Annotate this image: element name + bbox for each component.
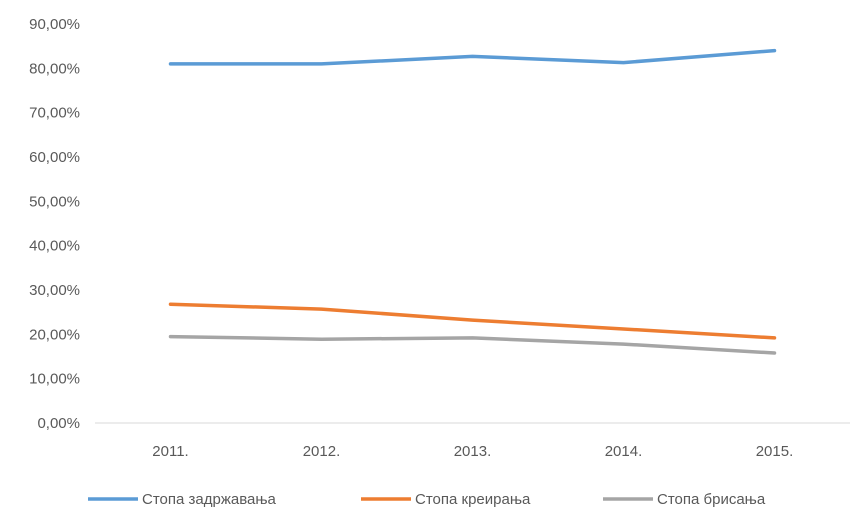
series-line-2: [168, 302, 777, 340]
x-axis-tick-labels: 2011. 2012. 2013. 2014. 2015.: [152, 443, 793, 460]
series-lines: [168, 48, 777, 355]
y-tick-label: 60,00%: [29, 149, 80, 166]
x-tick-label: 2012.: [303, 443, 341, 460]
x-tick-label: 2015.: [756, 443, 794, 460]
legend: Стопа задржавања Стопа креирања Стопа брис…: [88, 491, 766, 508]
legend-label-3: Стопа брисања: [657, 491, 766, 508]
y-tick-label: 50,00%: [29, 193, 80, 210]
y-tick-label: 0,00%: [37, 415, 80, 432]
series-line-1: [168, 48, 777, 66]
y-axis-tick-labels: 0,00% 10,00% 20,00% 30,00% 40,00% 50,00% 60,00…: [29, 16, 80, 432]
y-tick-label: 20,00%: [29, 326, 80, 343]
y-tick-label: 40,00%: [29, 238, 80, 255]
y-tick-label: 80,00%: [29, 60, 80, 77]
y-tick-label: 30,00%: [29, 282, 80, 299]
y-tick-label: 90,00%: [29, 16, 80, 33]
legend-label-1: Стопа задржавања: [142, 491, 277, 508]
x-tick-label: 2014.: [605, 443, 643, 460]
y-tick-label: 10,00%: [29, 371, 80, 388]
legend-label-2: Стопа креирања: [415, 491, 531, 508]
x-tick-label: 2011.: [152, 443, 188, 460]
x-tick-label: 2013.: [454, 443, 492, 460]
y-tick-label: 70,00%: [29, 105, 80, 122]
series-line-3: [168, 334, 777, 355]
